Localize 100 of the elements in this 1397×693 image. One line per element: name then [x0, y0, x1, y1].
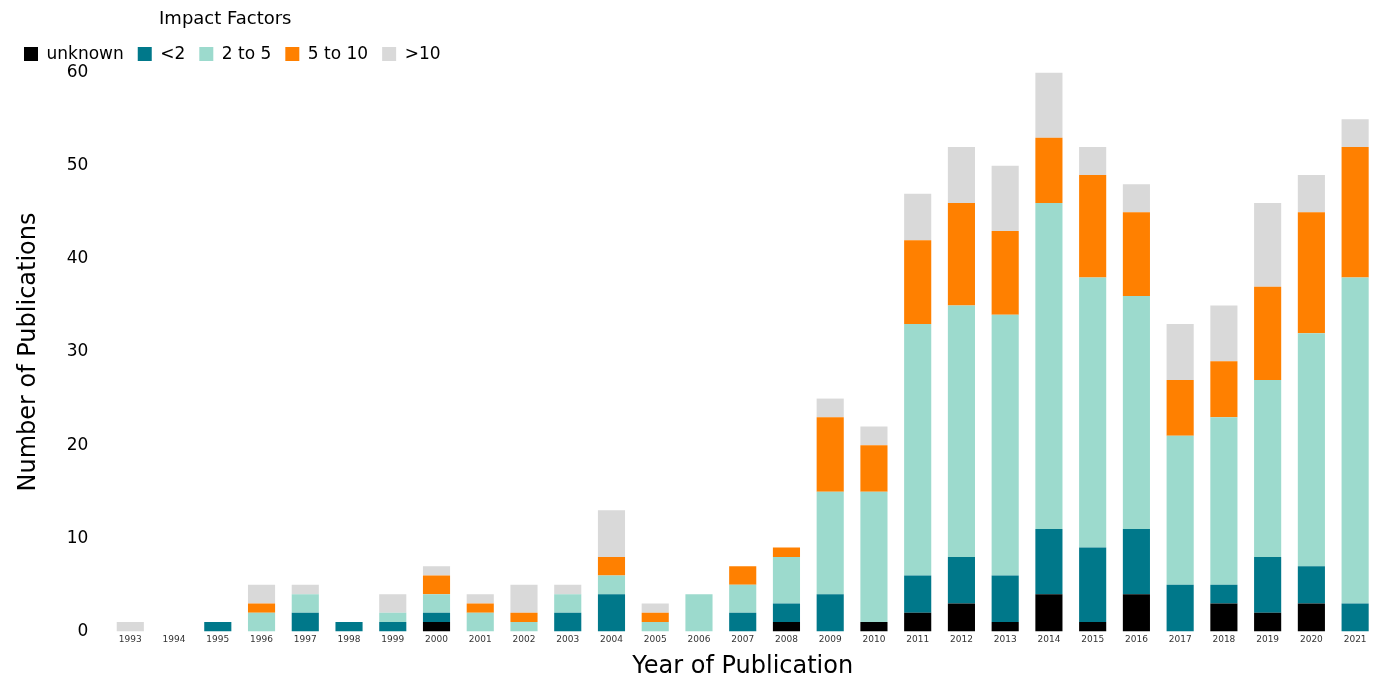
legend-label: 5 to 10 — [307, 42, 369, 63]
bar — [1210, 584, 1238, 604]
bar — [947, 603, 975, 632]
x-tick-label: 2002 — [512, 634, 536, 645]
bar — [947, 556, 975, 604]
x-tick-label: 2010 — [862, 634, 886, 645]
bar — [1079, 175, 1107, 278]
bar — [947, 202, 975, 306]
bar — [247, 612, 276, 632]
x-tick-label: 2015 — [1081, 634, 1105, 645]
x-tick-label: 2000 — [425, 634, 449, 645]
bar — [772, 556, 801, 604]
bar — [422, 612, 451, 623]
y-tick-label: 60 — [66, 61, 89, 82]
bar — [816, 594, 844, 632]
x-tick-label: 2011 — [906, 634, 930, 645]
bar — [772, 603, 801, 623]
x-tick-label: 2017 — [1168, 634, 1192, 645]
bar — [204, 622, 232, 632]
bar — [1341, 277, 1369, 604]
bar — [1035, 202, 1063, 529]
bar — [904, 324, 932, 576]
bar — [466, 594, 494, 604]
bar — [947, 305, 975, 557]
bar — [510, 584, 538, 613]
bar — [729, 584, 757, 613]
bar — [510, 622, 538, 632]
bar — [422, 566, 451, 576]
bar — [116, 622, 144, 632]
bar — [904, 575, 932, 613]
bar — [860, 445, 888, 492]
x-tick-label: 2019 — [1256, 634, 1280, 645]
bar — [1035, 594, 1063, 632]
bar — [1035, 137, 1063, 203]
bar — [1254, 202, 1282, 287]
bar — [816, 417, 844, 492]
bar — [991, 165, 1019, 231]
y-tick-label: 40 — [66, 247, 89, 268]
bar — [1210, 417, 1238, 585]
bar — [1166, 584, 1194, 632]
bar — [1254, 379, 1282, 557]
bar — [466, 612, 494, 632]
bar — [1297, 175, 1325, 213]
bar — [1166, 324, 1194, 380]
bar — [641, 603, 669, 613]
x-tick-label: 1995 — [206, 634, 230, 645]
legend-label: <2 — [160, 42, 186, 63]
x-tick-label: 2016 — [1124, 634, 1149, 645]
bar — [1122, 594, 1150, 632]
bar — [554, 584, 582, 595]
bar — [291, 612, 319, 632]
bar — [247, 584, 276, 604]
bar — [1079, 277, 1107, 548]
bar — [1210, 361, 1238, 418]
bar — [291, 584, 319, 595]
bar — [1166, 435, 1194, 585]
bar — [1297, 566, 1325, 604]
legend-title: Impact Factors — [159, 6, 292, 28]
y-tick-label: 50 — [66, 154, 89, 175]
legend-label: 2 to 5 — [221, 42, 272, 63]
bar — [1079, 622, 1107, 632]
x-tick-label: 1999 — [381, 634, 405, 645]
bar — [729, 612, 757, 632]
bar — [1210, 603, 1238, 632]
bar — [991, 622, 1019, 632]
x-tick-label: 1993 — [118, 634, 142, 645]
x-tick-label: 2003 — [556, 634, 580, 645]
x-tick-label: 2007 — [731, 634, 755, 645]
y-axis-title: Number of Publications — [12, 212, 41, 492]
bar — [1297, 333, 1325, 567]
bar — [510, 612, 538, 623]
bar — [379, 594, 407, 613]
x-tick-label: 2020 — [1299, 634, 1324, 645]
bar — [597, 575, 626, 595]
bar — [641, 622, 669, 632]
x-tick-label: 2021 — [1343, 634, 1367, 645]
bar — [1079, 147, 1107, 176]
bar — [1341, 147, 1369, 278]
legend-label: unknown — [46, 42, 124, 63]
bar — [860, 426, 888, 446]
bar — [1297, 212, 1325, 334]
bar — [860, 622, 888, 632]
bar — [466, 603, 494, 613]
bar — [291, 594, 319, 613]
x-tick-label: 2005 — [643, 634, 667, 645]
bar — [1341, 603, 1369, 632]
bar — [1035, 528, 1063, 595]
x-tick-label: 1994 — [162, 634, 186, 645]
bar — [991, 230, 1019, 315]
bar — [685, 594, 713, 632]
x-tick-label: 2009 — [818, 634, 842, 645]
y-tick-label: 30 — [66, 340, 89, 361]
bar — [379, 622, 407, 632]
bar — [729, 566, 757, 585]
x-tick-label: 2013 — [993, 634, 1017, 645]
bar — [1166, 379, 1194, 436]
y-tick-label: 20 — [66, 433, 89, 454]
bar — [1254, 556, 1282, 613]
bar — [991, 314, 1019, 576]
bar — [816, 398, 844, 418]
